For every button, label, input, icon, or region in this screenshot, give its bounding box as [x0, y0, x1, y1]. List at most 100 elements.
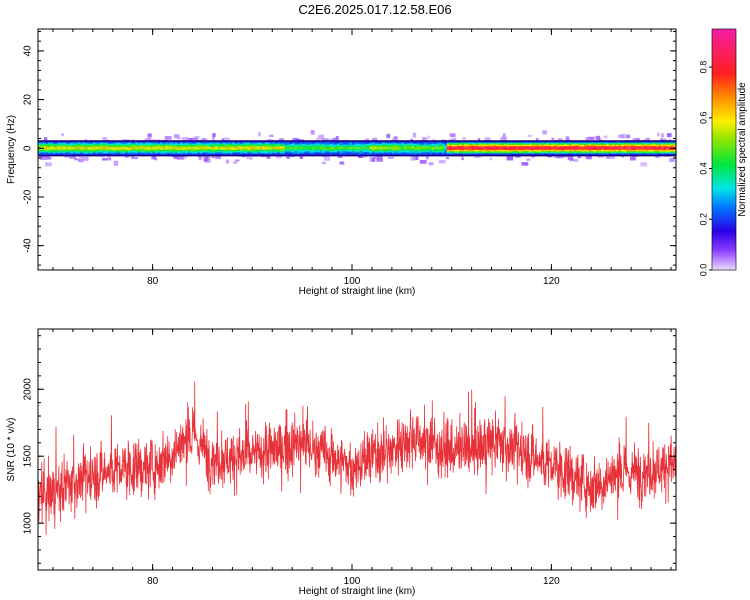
spectrogram-cell: [489, 149, 493, 152]
spectrogram-cell: [45, 151, 49, 154]
spectrogram-cell: [636, 149, 640, 152]
spectrogram-cell: [608, 147, 612, 149]
spectrogram-cell: [506, 145, 510, 148]
spectrogram-cell: [541, 144, 545, 147]
spectrogram-cell: [314, 148, 318, 150]
spectrogram-cell: [147, 150, 151, 153]
spectrogram-cell: [60, 147, 64, 149]
halo-cell: [194, 136, 200, 139]
spectrogram-cell: [357, 140, 361, 143]
spectrogram-cell: [177, 144, 181, 147]
spectrogram-cell: [247, 140, 251, 143]
colorbar-cell: [712, 251, 736, 255]
spectrogram-cell: [67, 147, 71, 149]
spectrogram-cell: [50, 149, 54, 152]
colorbar-cell: [712, 93, 736, 96]
halo-cell: [521, 162, 529, 166]
spectrogram-cell: [646, 144, 650, 147]
spectrogram-cell: [406, 142, 410, 144]
spectrogram-cell: [419, 144, 423, 147]
spectrogram-cell: [264, 150, 268, 153]
spectrogram-cell: [190, 145, 194, 148]
spectrogram-cell: [272, 140, 276, 143]
spectrogram-cell: [593, 140, 597, 143]
spectrogram-cell: [533, 151, 538, 154]
spectrogram-cell: [533, 145, 538, 148]
spectrogram-cell: [242, 153, 246, 155]
spectrogram-cell: [107, 148, 111, 150]
spectrogram-cell: [287, 148, 291, 150]
spectrogram-cell: [606, 142, 610, 144]
colorbar-label: Normalized spectral amplitude: [737, 82, 748, 217]
spectrogram-cell: [596, 148, 600, 150]
spectrogram-cell: [474, 150, 478, 153]
spectrogram-cell: [40, 140, 44, 143]
spectrogram-cell: [526, 143, 530, 146]
spectrogram-cell: [60, 142, 64, 144]
spectrogram-cell: [207, 150, 211, 153]
spectrogram-cell: [421, 150, 425, 153]
spectrogram-cell: [596, 144, 600, 147]
spectrogram-cell: [120, 142, 124, 144]
spectrogram-cell: [538, 147, 543, 149]
spectrogram-cell: [411, 149, 415, 152]
spectrogram-cell: [491, 144, 495, 147]
spectrogram-cell: [354, 143, 358, 146]
spectrogram-cell: [252, 148, 256, 150]
colorbar-cell: [712, 161, 736, 165]
colorbar-cell: [712, 237, 736, 241]
spectrogram-cell: [426, 153, 430, 155]
spectrogram-cell: [127, 150, 131, 153]
spectrogram-cell: [244, 145, 248, 148]
spectrogram-cell: [426, 142, 430, 144]
spectrogram-cell: [489, 151, 493, 154]
spectrogram-cell: [180, 147, 184, 149]
spectrogram-cell: [409, 153, 413, 155]
spectrogram-cell: [419, 142, 423, 144]
spectrogram-cell: [307, 143, 311, 146]
spectrogram-cell: [538, 153, 543, 155]
spectrogram-cell: [309, 142, 313, 144]
spectrogram-cell: [491, 148, 495, 150]
spectrogram-cell: [658, 144, 662, 147]
spectrogram-cell: [558, 151, 562, 154]
spectrogram-cell: [329, 140, 333, 143]
spectrogram-cell: [479, 149, 483, 152]
spectrogram-cell: [337, 147, 341, 149]
spectrogram-cell: [247, 145, 251, 148]
halo-cell: [44, 162, 52, 167]
spectrogram-cell: [329, 147, 333, 149]
spectrogram-cell: [628, 148, 632, 150]
spectrogram-cell: [633, 151, 637, 154]
spectrogram-cell: [354, 140, 358, 143]
halo-cell: [666, 133, 672, 138]
spectrogram-cell: [361, 140, 366, 143]
spectrogram-cell: [287, 150, 291, 153]
spectrogram-cell: [486, 150, 490, 153]
spectrogram-cell: [441, 142, 445, 144]
colorbar-cell: [712, 195, 736, 199]
spectrogram-cell: [342, 150, 346, 153]
spectrogram-cell: [661, 151, 665, 154]
spectrogram-cell: [588, 140, 592, 143]
spectrogram-cell: [130, 153, 134, 155]
spectrogram-cell: [167, 153, 171, 155]
spectrogram-cell: [47, 144, 52, 147]
spectrogram-cell: [249, 145, 253, 148]
spectrogram-cell: [598, 153, 602, 155]
spectrogram-cell: [97, 143, 101, 146]
spectrogram-cell: [314, 144, 318, 147]
spectrogram-cell: [371, 148, 376, 150]
spectrogram-cell: [40, 144, 44, 147]
spectrogram-cell: [578, 142, 582, 144]
spectrogram-cell: [120, 149, 124, 152]
colorbar-cell: [712, 175, 736, 179]
spectrogram-cell: [65, 149, 69, 152]
spectrogram-cell: [601, 150, 605, 153]
spectrogram-cell: [481, 149, 485, 152]
spectrogram-cell: [105, 145, 109, 148]
spectrogram-cell: [641, 140, 645, 143]
spectrogram-cell: [608, 142, 612, 144]
spectrogram-cell: [658, 142, 662, 144]
spectrogram-cell: [192, 140, 196, 143]
